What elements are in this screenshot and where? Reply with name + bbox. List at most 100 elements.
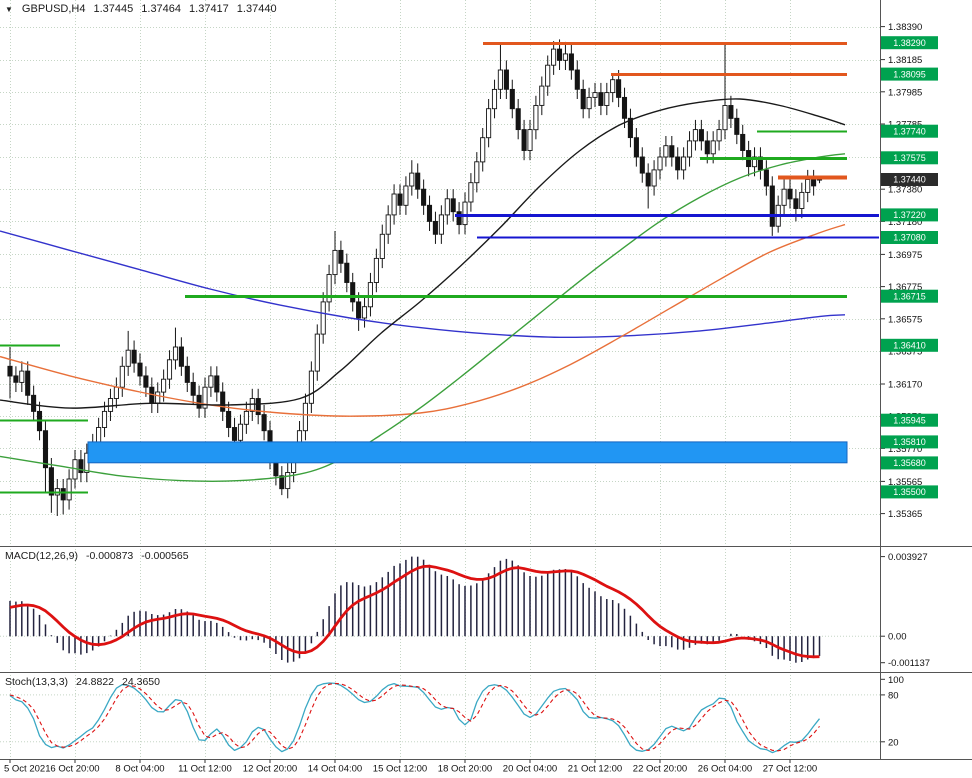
candle-body	[799, 191, 805, 209]
ma-green	[0, 153, 846, 483]
candle-body	[633, 137, 639, 158]
candle-body	[155, 391, 161, 404]
candle-body	[344, 262, 350, 283]
price-tag-level-text: 1.35945	[893, 415, 926, 425]
candle-body	[19, 370, 25, 383]
candle-body	[710, 140, 716, 155]
time-axis[interactable]: 5 Oct 2021 6 Oct 20:00 8 Oct 04:00 11 Oct 1…	[4, 759, 817, 775]
price-tag-level: 1.38290	[881, 36, 938, 50]
price-tag-level-text: 1.37080	[893, 233, 926, 243]
stoch-axis-label: 20	[888, 737, 899, 748]
time-axis-label: 8 Oct 04:00	[115, 764, 164, 775]
candle-body	[131, 349, 137, 364]
candle-body	[279, 475, 285, 490]
candle-body	[545, 64, 551, 87]
candle-body	[60, 488, 66, 501]
candle-body	[338, 249, 344, 264]
price-tick-label: 1.35565	[888, 477, 922, 488]
candle-body	[574, 69, 580, 90]
price-tag-level: 1.37080	[881, 231, 938, 244]
macd-layer	[0, 556, 880, 663]
price-tag-level: 1.35945	[881, 413, 938, 427]
candle-body	[166, 359, 173, 380]
moving-averages-layer	[0, 98, 846, 483]
price-tick-label: 1.38390	[888, 22, 922, 33]
candle-body	[462, 201, 468, 226]
candle-body	[480, 137, 486, 163]
candle-body	[409, 172, 415, 187]
candle-body	[196, 394, 202, 409]
price-tag-level-text: 1.36715	[893, 291, 926, 301]
candle-body	[497, 69, 503, 90]
time-axis-label: 21 Oct 12:00	[568, 764, 622, 775]
ma-black-fast	[0, 98, 846, 409]
candle-body	[704, 140, 710, 155]
candle-body	[692, 129, 698, 142]
candle-body	[781, 188, 787, 206]
price-tag-level-text: 1.37220	[893, 210, 926, 220]
candle-body	[320, 301, 326, 335]
time-axis-label: 5 Oct 2021	[4, 764, 50, 775]
candle-body	[586, 96, 592, 110]
candle-body	[805, 179, 811, 193]
price-tick-label: 1.36975	[888, 250, 922, 261]
time-axis-label: 14 Oct 04:00	[308, 764, 362, 775]
candle-body	[308, 370, 314, 404]
candle-body	[356, 301, 362, 319]
candle-body	[562, 53, 568, 61]
candle-body	[202, 386, 208, 409]
candle-body	[13, 375, 19, 383]
candle-body	[373, 257, 379, 283]
candle-body	[326, 274, 332, 303]
candle-body	[811, 179, 817, 187]
time-axis-label: 27 Oct 12:00	[763, 764, 817, 775]
candle-body	[450, 198, 456, 213]
candle-body	[332, 249, 338, 276]
price-tag-zone-bottom: 1.35680	[881, 456, 938, 470]
macd-axis[interactable]: 0.003927 0.00 -0.001137	[881, 552, 930, 669]
stoch-axis[interactable]: 100 80 20	[881, 675, 904, 749]
candle-body	[669, 145, 675, 158]
candle-body	[515, 108, 521, 131]
candle-body	[415, 172, 421, 190]
candle-body	[604, 92, 610, 106]
candle-body	[220, 391, 226, 412]
candle-body	[610, 79, 616, 94]
candle-body	[686, 140, 693, 158]
current-price-tag: 1.37440	[881, 173, 938, 186]
candle-body	[107, 398, 114, 412]
price-tag-level: 1.38095	[881, 67, 938, 81]
candle-body	[621, 96, 628, 119]
candle-body	[568, 53, 574, 71]
candle-body	[698, 129, 704, 142]
candle-body	[184, 365, 190, 383]
candle-body	[7, 365, 13, 377]
candle-body	[255, 398, 261, 416]
stoch-axis-label: 100	[888, 675, 904, 686]
candle-body	[178, 346, 184, 367]
time-axis-label: 15 Oct 12:00	[373, 764, 427, 775]
price-tick-label: 1.35770	[888, 444, 922, 455]
candle-body	[657, 156, 663, 171]
panel-separators	[0, 0, 972, 760]
candle-body	[397, 193, 403, 206]
macd-signal-line	[9, 564, 820, 659]
candle-body	[716, 129, 722, 142]
candle-body	[592, 92, 598, 98]
price-tag-level: 1.35500	[881, 485, 938, 499]
candle-body	[580, 88, 586, 110]
candle-body	[42, 430, 49, 469]
support-zone-rect[interactable]	[87, 441, 848, 464]
ma-orange	[0, 223, 846, 417]
candle-body	[101, 410, 108, 428]
price-tick-label: 1.36170	[888, 379, 922, 390]
candle-body	[137, 362, 143, 377]
candle-body	[616, 79, 622, 98]
candle-body	[681, 156, 687, 171]
candle-body	[385, 214, 391, 235]
price-axis[interactable]: 1.383901.381851.379851.377851.375801.373…	[881, 22, 938, 520]
candle-body	[214, 375, 220, 393]
candle-body	[551, 48, 557, 66]
